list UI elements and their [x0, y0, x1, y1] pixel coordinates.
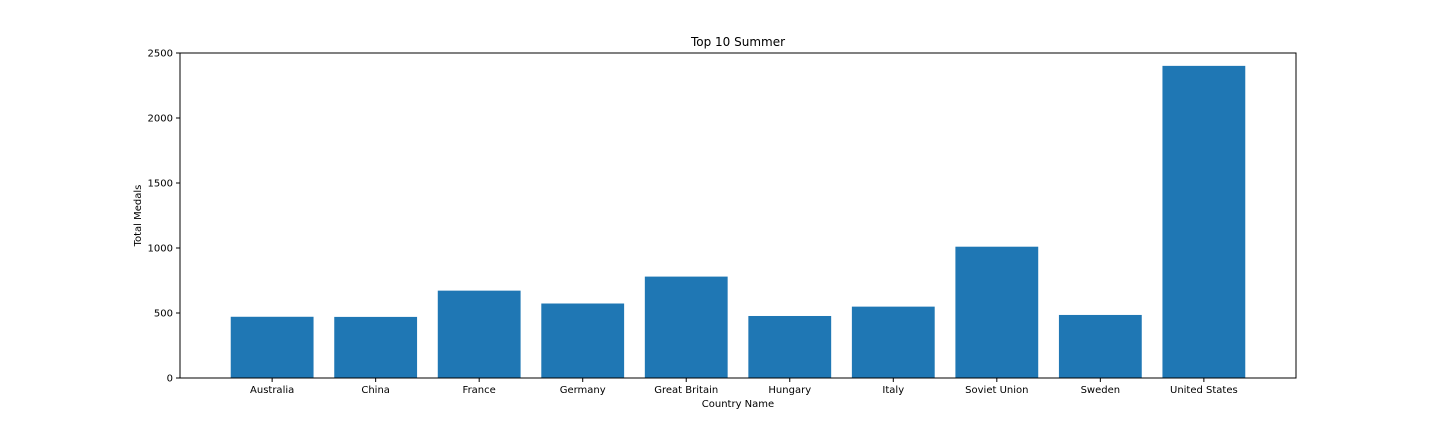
x-tick-label: Soviet Union: [965, 385, 1028, 396]
x-axis-ticks: Australia China France Germany Great Britain…: [250, 378, 1238, 396]
x-axis-title: Country Name: [702, 399, 774, 410]
y-tick-label: 1500: [148, 179, 173, 190]
x-tick-label: Great Britain: [654, 385, 718, 396]
x-tick-label: Australia: [250, 385, 294, 396]
y-tick-label: 2000: [148, 114, 173, 125]
bar-italy: [851, 306, 935, 378]
bar-germany: [541, 303, 625, 378]
x-tick-label: Germany: [560, 385, 606, 396]
bars-group: [230, 65, 1246, 379]
bar-australia: [230, 316, 314, 378]
y-tick-label: 2500: [148, 49, 173, 60]
x-tick-label: Italy: [882, 385, 904, 396]
plot-frame: [179, 52, 1297, 379]
bar-united-states: [1162, 65, 1246, 379]
y-axis-title: Total Medals: [133, 185, 144, 248]
bar-china: [334, 316, 418, 378]
y-tick-label: 1000: [148, 244, 173, 255]
y-tick-label: 0: [167, 374, 173, 385]
y-axis-ticks: 0 500 1000 1500 2000 2500: [148, 49, 180, 385]
y-tick-label: 500: [154, 309, 173, 320]
chart-title: Top 10 Summer: [690, 35, 785, 49]
bar-hungary: [748, 315, 832, 378]
x-tick-label: Hungary: [768, 385, 811, 396]
x-tick-label: France: [463, 385, 496, 396]
x-tick-label: Sweden: [1081, 385, 1121, 396]
bar-sweden: [1058, 314, 1142, 378]
bar-great-britain: [644, 276, 728, 378]
x-tick-label: United States: [1170, 385, 1238, 396]
bar-soviet-union: [955, 246, 1039, 378]
bar-france: [437, 290, 521, 378]
x-tick-label: China: [361, 385, 390, 396]
